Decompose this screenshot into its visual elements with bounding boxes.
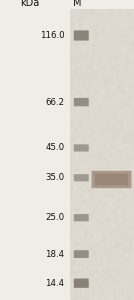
- Text: kDa: kDa: [20, 0, 39, 8]
- Text: M: M: [73, 0, 82, 8]
- Text: 14.4: 14.4: [45, 279, 64, 288]
- FancyBboxPatch shape: [74, 98, 89, 106]
- Bar: [70, 9, 134, 300]
- Text: 66.2: 66.2: [45, 98, 64, 106]
- Text: 116.0: 116.0: [40, 31, 64, 40]
- FancyBboxPatch shape: [74, 174, 89, 182]
- Text: 45.0: 45.0: [45, 143, 64, 152]
- Text: 18.4: 18.4: [45, 250, 64, 259]
- FancyBboxPatch shape: [74, 279, 89, 288]
- Text: 25.0: 25.0: [45, 213, 64, 222]
- Text: 35.0: 35.0: [45, 173, 64, 182]
- FancyBboxPatch shape: [74, 214, 89, 221]
- FancyBboxPatch shape: [74, 250, 89, 258]
- FancyBboxPatch shape: [95, 173, 128, 185]
- FancyBboxPatch shape: [74, 30, 89, 40]
- FancyBboxPatch shape: [92, 171, 131, 188]
- FancyBboxPatch shape: [74, 144, 89, 152]
